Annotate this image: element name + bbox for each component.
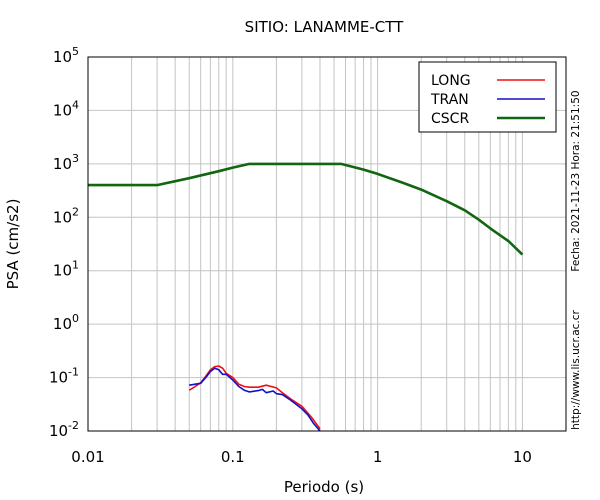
x-tick-label: 1: [373, 448, 383, 466]
grid-lines: [88, 57, 566, 431]
y-tick-label: 101: [53, 259, 79, 280]
series-layer: [88, 162, 524, 432]
y-axis-label: PSA (cm/s2): [4, 199, 22, 290]
y-tick-labels: 10-2 10-1 100 101 102 103 104 105: [49, 45, 79, 440]
source-url: http://www.lis.ucr.ac.cr: [570, 309, 582, 429]
x-tick-label: 10: [513, 448, 532, 466]
y-tick-label: 105: [53, 45, 79, 66]
y-tick-label: 104: [53, 98, 79, 119]
legend-box: [418, 61, 557, 133]
y-tick-label: 10-2: [49, 419, 79, 440]
series-line-tran: [189, 367, 321, 432]
legend-label-tran: TRAN: [430, 92, 469, 108]
series-line-cscr: [88, 162, 524, 256]
legend: LONG TRAN CSCR: [418, 61, 557, 133]
legend-label-long: LONG: [431, 73, 471, 89]
datetime-stamp: Fecha: 2021-11-23 Hora: 21:51:50: [570, 90, 582, 271]
y-tick-label: 103: [53, 152, 79, 173]
chart-title: SITIO: LANAMME-CTT: [245, 18, 404, 36]
y-tick-label: 100: [53, 312, 79, 333]
y-tick-label: 102: [53, 205, 79, 226]
x-tick-label: 0.1: [221, 448, 245, 466]
legend-label-cscr: CSCR: [431, 111, 469, 127]
x-tick-labels: 0.01 0.1 1 10: [71, 448, 532, 466]
plot-frame: [87, 56, 567, 432]
series-line-long: [188, 365, 321, 430]
x-axis-label: Periodo (s): [284, 478, 364, 496]
y-tick-label: 10-1: [49, 366, 79, 387]
x-tick-label: 0.01: [71, 448, 104, 466]
